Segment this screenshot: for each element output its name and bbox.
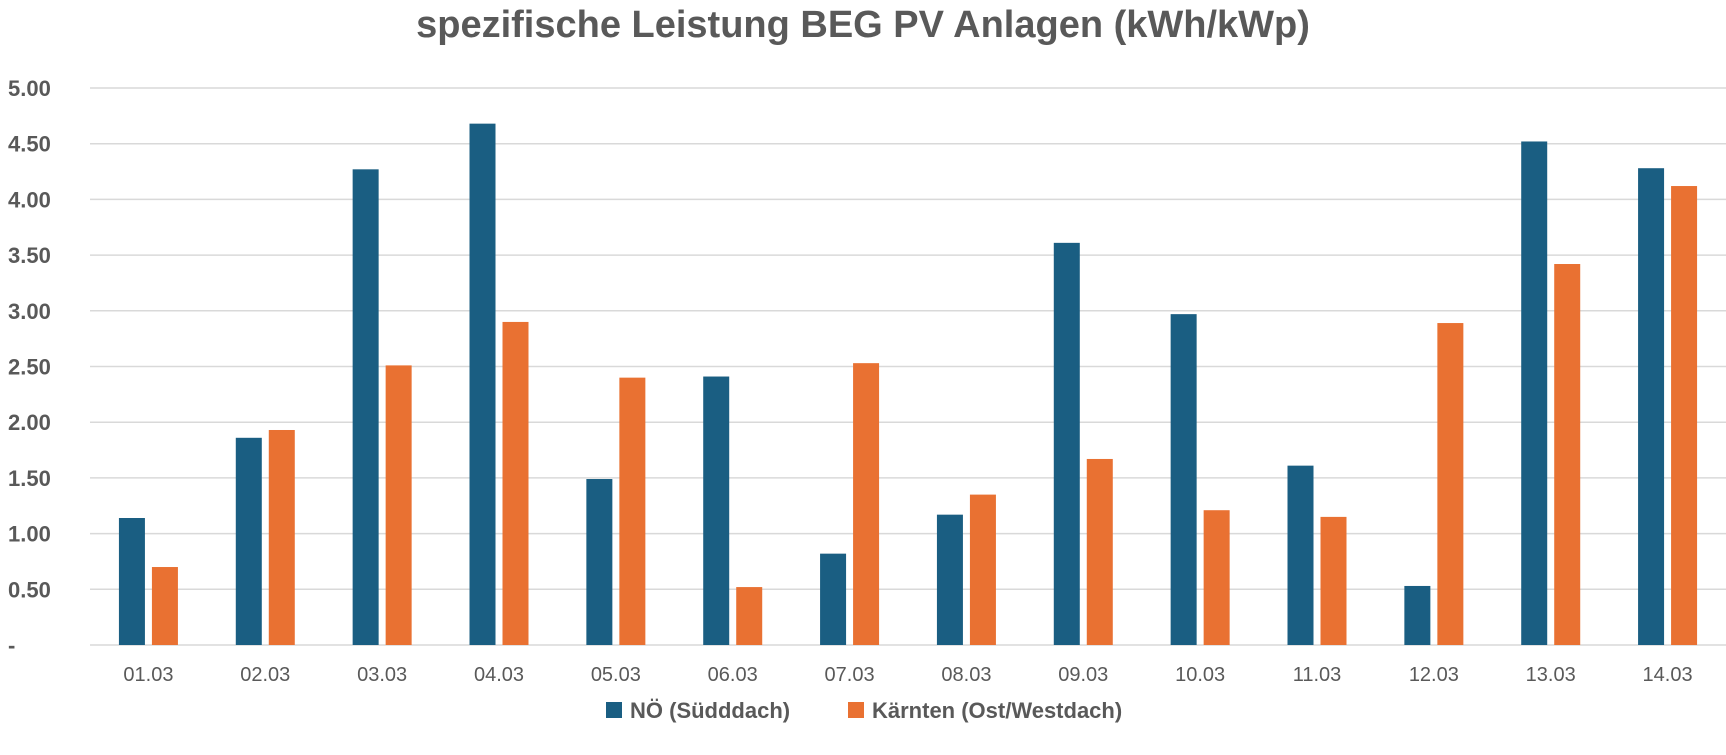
bar-noe-10.03: [1170, 314, 1197, 645]
bar-kaernten-11.03: [1320, 516, 1347, 645]
bar-noe-01.03: [118, 518, 145, 645]
y-tick-label: 3.50: [8, 243, 51, 268]
bar-noe-06.03: [703, 376, 730, 645]
x-tick-label: 02.03: [240, 664, 290, 686]
bar-noe-09.03: [1053, 242, 1080, 645]
legend-label-kaernten: Kärnten (Ost/Westdach): [872, 698, 1122, 723]
bar-kaernten-09.03: [1086, 458, 1113, 645]
legend-label-noe: NÖ (Südddach): [630, 698, 790, 723]
bar-kaernten-13.03: [1554, 264, 1581, 645]
x-tick-label: 03.03: [357, 664, 407, 686]
x-tick-label: 06.03: [708, 664, 758, 686]
y-tick-label: 4.50: [8, 132, 51, 157]
bar-noe-13.03: [1521, 141, 1548, 646]
x-tick-label: 04.03: [474, 664, 524, 686]
x-tick-label: 10.03: [1175, 664, 1225, 686]
y-tick-label: 0.50: [8, 577, 51, 602]
bar-kaernten-07.03: [853, 363, 880, 645]
bar-noe-05.03: [586, 479, 613, 645]
x-tick-label: 01.03: [123, 664, 173, 686]
bar-noe-03.03: [352, 169, 379, 645]
bar-kaernten-05.03: [619, 377, 646, 645]
bar-kaernten-02.03: [268, 429, 295, 645]
x-tick-label: 09.03: [1058, 664, 1108, 686]
bar-kaernten-06.03: [736, 587, 763, 645]
bar-noe-08.03: [936, 514, 963, 645]
bar-noe-04.03: [469, 123, 496, 645]
bar-noe-12.03: [1404, 585, 1431, 645]
y-tick-label: 1.50: [8, 466, 51, 491]
x-tick-label: 08.03: [941, 664, 991, 686]
x-tick-label: 05.03: [591, 664, 641, 686]
bar-kaernten-08.03: [969, 494, 996, 645]
y-tick-label: 4.00: [8, 187, 51, 212]
x-tick-label: 13.03: [1526, 664, 1576, 686]
gridlines: [90, 87, 1726, 646]
legend-swatch-kaernten: [848, 702, 864, 718]
legend-swatch-noe: [606, 702, 622, 718]
y-tick-label: 5.00: [8, 76, 51, 101]
bar-noe-11.03: [1287, 465, 1314, 645]
y-axis-ticks: - 0.50 1.00 1.50 2.00 2.50 3.00 3.50 4.00 4.50 5.0…: [8, 76, 51, 658]
x-tick-label: 14.03: [1643, 664, 1693, 686]
bar-noe-07.03: [820, 553, 847, 645]
bar-noe-14.03: [1638, 168, 1665, 645]
y-tick-label: 3.00: [8, 299, 51, 324]
bar-kaernten-01.03: [151, 567, 178, 645]
x-tick-label: 07.03: [825, 664, 875, 686]
y-tick-label: -: [8, 633, 15, 658]
x-tick-label: 12.03: [1409, 664, 1459, 686]
bar-kaernten-03.03: [385, 365, 412, 645]
bar-noe-02.03: [235, 437, 262, 645]
bar-kaernten-10.03: [1203, 510, 1230, 645]
chart-title: spezifische Leistung BEG PV Anlagen (kWh…: [416, 4, 1310, 46]
bar-kaernten-12.03: [1437, 323, 1464, 645]
bars: [118, 123, 1698, 646]
x-axis-ticks: 01.03 02.03 03.03 04.03 05.03 06.03 07.03 08.03…: [123, 664, 1692, 686]
y-tick-label: 2.50: [8, 355, 51, 380]
y-tick-label: 1.00: [8, 522, 51, 547]
bar-kaernten-04.03: [502, 321, 529, 645]
legend: NÖ (Südddach) Kärnten (Ost/Westdach): [606, 698, 1122, 723]
x-tick-label: 11.03: [1293, 664, 1342, 686]
bar-kaernten-14.03: [1671, 186, 1698, 646]
y-tick-label: 2.00: [8, 410, 51, 435]
